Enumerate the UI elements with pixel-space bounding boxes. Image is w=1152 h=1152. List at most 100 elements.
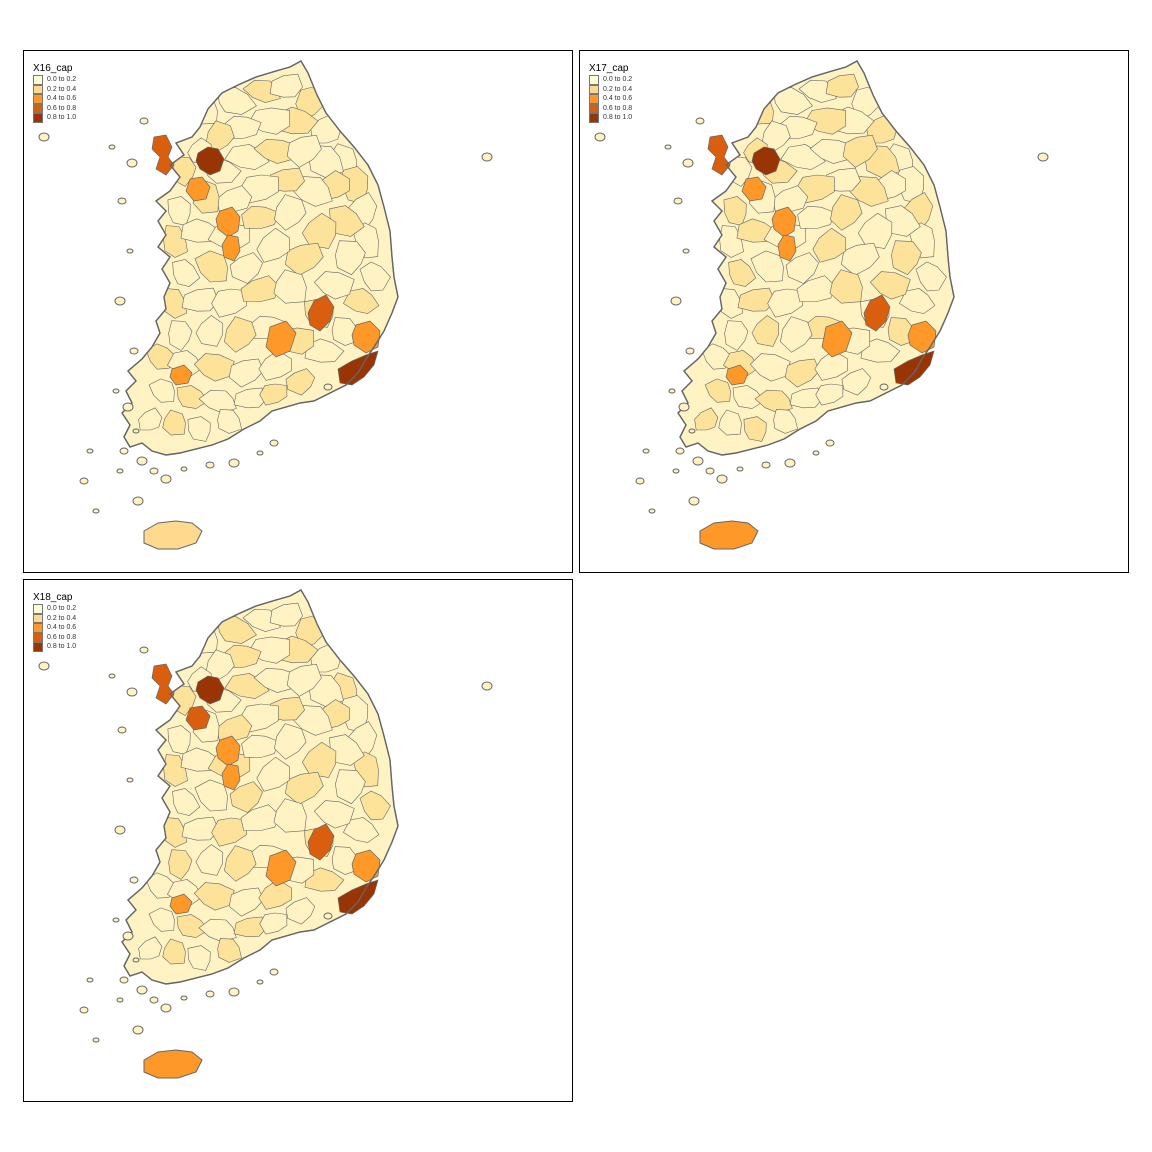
district (749, 353, 791, 382)
legend-swatch (589, 94, 599, 104)
district (301, 741, 337, 778)
region-daegu (307, 823, 335, 861)
island (323, 383, 333, 391)
district (184, 625, 218, 654)
legend-label: 0.2 to 0.4 (603, 85, 633, 93)
island (129, 876, 139, 884)
region-daejeon (771, 206, 797, 238)
map-panel-x16: X16_cap 0.0 to 0.2 0.2 to 0.4 0.4 to 0.6 0.… (23, 50, 573, 573)
district (138, 407, 163, 431)
district (205, 120, 235, 153)
district (228, 358, 264, 388)
island (695, 117, 705, 125)
island (119, 447, 129, 455)
district (286, 663, 322, 697)
region-daegu (307, 294, 335, 332)
district (737, 287, 775, 312)
island (812, 450, 820, 456)
island (323, 912, 333, 920)
district (740, 96, 774, 125)
district (217, 938, 242, 963)
region-changwon (265, 320, 297, 358)
island (688, 428, 696, 434)
island (269, 439, 279, 447)
district (193, 882, 235, 911)
district (359, 261, 391, 292)
district (162, 409, 186, 436)
island (108, 673, 116, 679)
legend-label: 0.4 to 0.6 (47, 624, 77, 632)
district (728, 259, 757, 287)
district (198, 918, 237, 942)
district (704, 378, 731, 403)
district (301, 212, 337, 249)
legend-label: 0.0 to 0.2 (603, 76, 633, 84)
legend-label: 0.8 to 1.0 (603, 114, 633, 122)
district (732, 385, 765, 409)
island (114, 825, 126, 835)
map-korea-x18 (38, 589, 493, 1079)
district (285, 897, 316, 925)
district (286, 134, 322, 168)
district (256, 756, 290, 792)
legend-swatch (589, 113, 599, 123)
island (685, 347, 695, 355)
legend-x16: X16_cap 0.0 to 0.2 0.2 to 0.4 0.4 to 0.6 0.… (33, 63, 76, 123)
district (176, 914, 209, 938)
island (180, 466, 188, 472)
district (274, 723, 307, 760)
district (273, 798, 307, 833)
district (825, 73, 859, 98)
district (915, 261, 947, 292)
legend-label: 0.8 to 1.0 (47, 114, 77, 122)
legend-x18: X18_cap 0.0 to 0.2 0.2 to 0.4 0.4 to 0.6 0.… (33, 592, 76, 652)
legend-item: 0.4 to 0.6 (33, 623, 76, 633)
island (126, 158, 138, 168)
island (116, 468, 124, 474)
district (148, 907, 175, 932)
island (86, 977, 94, 983)
legend-swatch (33, 632, 43, 642)
island (149, 467, 159, 475)
island (136, 456, 148, 466)
district (229, 781, 263, 813)
island (664, 144, 672, 150)
island (228, 458, 240, 468)
region-daegu (863, 294, 891, 332)
island (38, 132, 50, 142)
legend-label: 0.4 to 0.6 (603, 95, 633, 103)
district (784, 358, 820, 388)
legend-item: 0.6 to 0.8 (33, 103, 77, 113)
legend-title: X18_cap (33, 592, 73, 603)
island (116, 997, 124, 1003)
district (857, 212, 893, 249)
legend-item: 0.0 to 0.2 (33, 604, 76, 614)
legend-label: 0.8 to 1.0 (47, 643, 77, 651)
legend-item: 0.8 to 1.0 (33, 642, 76, 652)
island (205, 990, 215, 998)
district (869, 271, 911, 300)
district (284, 771, 324, 805)
district (814, 350, 848, 381)
district (228, 887, 264, 917)
district (829, 269, 863, 304)
legend-swatch (589, 75, 599, 85)
legend-swatch (33, 103, 43, 113)
island (205, 461, 215, 469)
district (830, 194, 863, 231)
island (38, 661, 50, 671)
island (114, 296, 126, 306)
district (343, 288, 380, 314)
district (138, 936, 163, 960)
island-ulleungdo (481, 681, 493, 691)
island (79, 477, 89, 485)
district (181, 816, 219, 841)
coastline (677, 60, 955, 456)
legend-label: 0.6 to 0.8 (47, 104, 77, 112)
district (743, 416, 767, 442)
island (692, 456, 704, 466)
region-jeju (699, 520, 759, 550)
district (785, 252, 819, 284)
island (112, 917, 120, 923)
district (187, 945, 211, 971)
